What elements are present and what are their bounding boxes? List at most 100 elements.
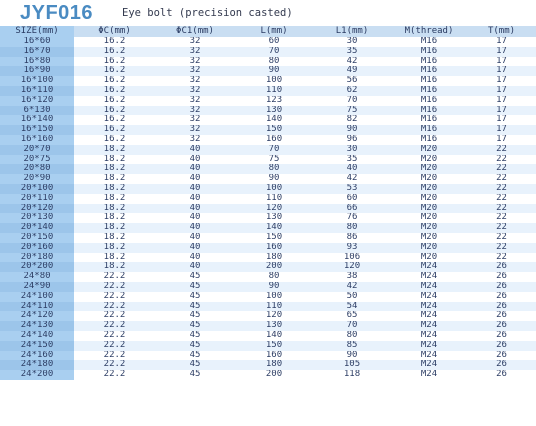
cell-c: 16.2 (74, 46, 155, 57)
cell-size: 20*160 (0, 242, 74, 253)
cell-c1: 32 (155, 66, 235, 77)
table-row: 20*90 18.2 40 90 42 M20 22 (0, 174, 536, 184)
cell-t: 22 (467, 252, 536, 263)
cell-t: 22 (467, 203, 536, 214)
cell-l1: 82 (313, 115, 391, 126)
cell-c: 18.2 (74, 183, 155, 194)
cell-l: 160 (235, 350, 313, 361)
cell-thread: M24 (391, 291, 467, 302)
cell-t: 26 (467, 350, 536, 361)
cell-t: 26 (467, 330, 536, 341)
cell-size: 20*140 (0, 223, 74, 233)
cell-c1: 45 (155, 281, 235, 292)
cell-l: 110 (235, 193, 313, 204)
cell-t: 17 (467, 95, 536, 106)
cell-thread: M16 (391, 134, 467, 145)
cell-size: 16*80 (0, 56, 74, 67)
cell-c: 16.2 (74, 125, 155, 135)
cell-thread: M16 (391, 76, 467, 86)
cell-t: 22 (467, 164, 536, 175)
cell-c: 22.2 (74, 350, 155, 361)
cell-c: 16.2 (74, 66, 155, 77)
cell-c1: 32 (155, 85, 235, 96)
cell-c1: 40 (155, 213, 235, 224)
table-row: 6*130 16.2 32 130 75 M16 17 (0, 105, 536, 116)
cell-size: 20*75 (0, 154, 74, 165)
cell-t: 22 (467, 183, 536, 194)
cell-c1: 40 (155, 174, 235, 184)
cell-t: 22 (467, 213, 536, 224)
table-row: 24*120 22.2 45 120 65 M24 26 (0, 311, 536, 322)
cell-size: 16*150 (0, 125, 74, 135)
cell-size: 16*110 (0, 85, 74, 96)
table-row: 20*100 18.2 40 100 53 M20 22 (0, 183, 536, 194)
cell-l: 140 (235, 330, 313, 341)
cell-l: 75 (235, 154, 313, 165)
page-title: JYF016 (20, 2, 94, 24)
table-header-row: SIZE(mm) ΦC(mm) ΦC1(mm) L(mm) L1(mm) M(t… (0, 26, 536, 37)
cell-c1: 32 (155, 125, 235, 135)
cell-t: 17 (467, 56, 536, 67)
cell-l1: 56 (313, 76, 391, 86)
cell-size: 20*130 (0, 213, 74, 224)
cell-l: 150 (235, 125, 313, 135)
cell-c1: 45 (155, 360, 235, 371)
header: JYF016 Eye bolt (precision casted) (0, 0, 536, 26)
cell-thread: M24 (391, 281, 467, 292)
table-row: 20*70 18.2 40 70 30 M20 22 (0, 144, 536, 155)
table-row: 16*80 16.2 32 80 42 M16 17 (0, 56, 536, 67)
cell-l1: 30 (313, 37, 391, 47)
cell-c: 22.2 (74, 330, 155, 341)
cell-l1: 93 (313, 242, 391, 253)
cell-l: 180 (235, 252, 313, 263)
cell-size: 20*120 (0, 203, 74, 214)
table-row: 20*150 18.2 40 150 86 M20 22 (0, 232, 536, 243)
cell-t: 17 (467, 66, 536, 77)
cell-thread: M20 (391, 174, 467, 184)
cell-c1: 32 (155, 76, 235, 86)
cell-thread: M20 (391, 232, 467, 243)
cell-c: 16.2 (74, 76, 155, 86)
cell-l: 140 (235, 115, 313, 126)
table-row: 20*80 18.2 40 80 40 M20 22 (0, 164, 536, 175)
cell-size: 20*110 (0, 193, 74, 204)
cell-l: 110 (235, 85, 313, 96)
cell-l1: 42 (313, 56, 391, 67)
column-header-t: T(mm) (467, 26, 536, 37)
cell-t: 26 (467, 370, 536, 380)
cell-t: 26 (467, 291, 536, 302)
cell-thread: M16 (391, 66, 467, 77)
table-row: 20*200 18.2 40 200 120 M24 26 (0, 262, 536, 273)
cell-c: 16.2 (74, 115, 155, 126)
cell-thread: M20 (391, 183, 467, 194)
cell-size: 6*130 (0, 105, 74, 116)
cell-l: 100 (235, 291, 313, 302)
cell-l: 160 (235, 242, 313, 253)
cell-c: 16.2 (74, 134, 155, 145)
cell-size: 20*150 (0, 232, 74, 243)
cell-c: 18.2 (74, 154, 155, 165)
cell-l1: 106 (313, 252, 391, 263)
cell-l1: 86 (313, 232, 391, 243)
cell-c1: 40 (155, 144, 235, 155)
table-row: 24*100 22.2 45 100 50 M24 26 (0, 291, 536, 302)
table-row: 20*120 18.2 40 120 66 M20 22 (0, 203, 536, 214)
cell-l1: 90 (313, 125, 391, 135)
cell-thread: M24 (391, 321, 467, 331)
cell-c: 22.2 (74, 370, 155, 380)
cell-l1: 96 (313, 134, 391, 145)
cell-thread: M20 (391, 242, 467, 253)
cell-c: 18.2 (74, 223, 155, 233)
cell-c1: 32 (155, 115, 235, 126)
cell-t: 26 (467, 340, 536, 351)
column-header-l1: L1(mm) (313, 26, 391, 37)
table-row: 16*140 16.2 32 140 82 M16 17 (0, 115, 536, 126)
cell-size: 24*140 (0, 330, 74, 341)
cell-l: 100 (235, 76, 313, 86)
cell-t: 22 (467, 174, 536, 184)
cell-t: 26 (467, 321, 536, 331)
cell-t: 26 (467, 281, 536, 292)
cell-thread: M24 (391, 262, 467, 273)
cell-size: 16*100 (0, 76, 74, 86)
cell-l1: 85 (313, 340, 391, 351)
